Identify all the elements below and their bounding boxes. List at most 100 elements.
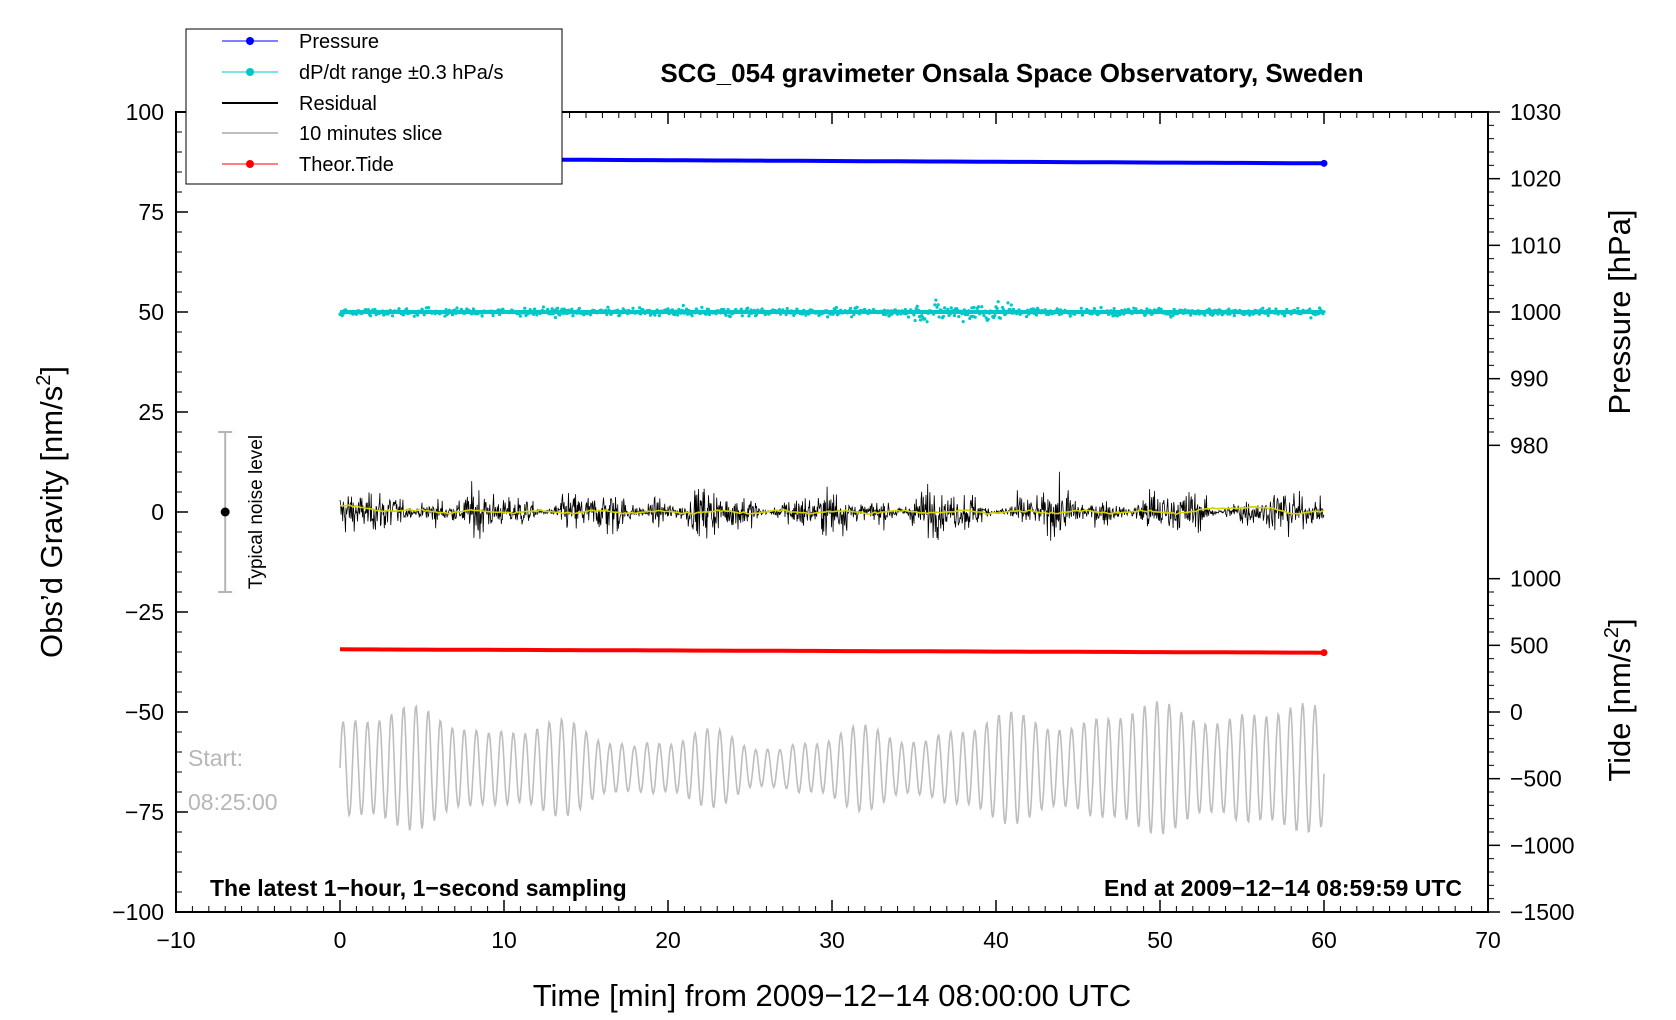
dpdt-point [1216,312,1220,316]
y-axis-pressure-title: Pressure [hPa] [1602,209,1637,414]
dpdt-point [618,313,622,317]
legend-marker-pressure [246,37,254,45]
dpdt-point [1005,310,1009,314]
pressure-end-marker [1320,159,1328,167]
dpdt-point [541,305,546,309]
dpdt-point [776,310,781,314]
dpdt-point [1248,313,1252,317]
dpdt-point [1218,308,1222,312]
dpdt-point [800,312,805,316]
dpdt-point [1109,309,1113,313]
dpdt-point [1017,308,1021,312]
dpdt-point [1261,306,1265,310]
x-tick-label: 30 [819,927,845,953]
dpdt-point [728,315,732,319]
y-left-tick-label: 50 [138,299,164,325]
dpdt-point [1194,312,1198,316]
dpdt-point [1058,308,1063,312]
dpdt-point [606,305,610,309]
dpdt-point [1122,312,1126,316]
dpdt-point [364,308,368,312]
legend-label-dpdt: dP/dt range ±0.3 hPa/s [299,62,503,84]
slice-line [339,701,1325,835]
dpdt-point [1296,306,1300,310]
dpdt-point [604,308,608,312]
dpdt-point [744,309,748,313]
dpdt-point [1307,310,1311,315]
legend-entry-slice: 10 minutes slice [222,123,442,145]
dpdt-point [422,313,426,317]
dpdt-point [1043,308,1047,312]
dpdt-point [760,307,764,311]
dpdt-point [676,313,680,317]
dpdt-point [903,307,907,312]
x-tick-label: −10 [156,927,195,953]
dpdt-point [937,315,941,319]
y-pressure-tick-label: 990 [1510,366,1548,392]
dpdt-point [916,308,921,312]
dpdt-point [956,308,960,312]
y-pressure-tick-label: 1020 [1510,166,1561,192]
dpdt-point [714,312,718,316]
dpdt-point [793,312,797,316]
dpdt-point [553,315,558,320]
dpdt-point [451,313,455,317]
dpdt-point [1119,312,1123,316]
dpdt-point [762,309,766,313]
dpdt-point [653,313,657,317]
dpdt-point [995,306,999,311]
legend-entry-pressure: Pressure [222,31,379,53]
dpdt-point [960,312,964,316]
dpdt-point [570,307,574,311]
sampling-note: The latest 1−hour, 1−second sampling [210,875,627,901]
dpdt-point [1116,310,1121,314]
dpdt-point [1112,307,1116,311]
x-tick-label: 60 [1311,927,1337,953]
legend-entry-dpdt: dP/dt range ±0.3 hPa/s [222,62,503,84]
tide-line [339,647,1325,655]
dpdt-point [1266,313,1270,318]
residual-line [339,471,1325,541]
dpdt-point [913,318,917,323]
dpdt-point [412,314,416,318]
dpdt-point [1092,307,1096,311]
dpdt-point [1049,309,1053,313]
dpdt-point [687,308,691,313]
dpdt-point [1203,313,1207,317]
dpdt-point [390,314,395,318]
dpdt-point [1098,311,1102,315]
dpdt-point [980,305,984,309]
dpdt-point [694,307,699,311]
y-left-tick-label: −75 [125,799,164,825]
dpdt-point [972,305,976,310]
dpdt-point [899,312,903,316]
dpdt-point [639,312,643,316]
tide-end-marker [1320,649,1328,657]
y-left-tick-label: 100 [126,99,164,125]
dpdt-point [1144,312,1148,316]
dpdt-point [726,307,730,312]
dpdt-point [1078,310,1082,314]
dpdt-point [1002,308,1006,312]
dpdt-point [1091,311,1095,315]
dpdt-point [631,306,635,310]
dpdt-point [1274,307,1278,311]
dpdt-point [670,308,675,312]
dpdt-point [752,308,757,312]
dpdt-point [1189,313,1193,317]
y-left-tick-label: 75 [138,199,164,225]
dpdt-point [831,312,835,316]
x-tick-label: 50 [1147,927,1173,953]
dpdt-point [943,306,947,310]
dpdt-point [941,314,946,318]
dpdt-point [533,307,537,311]
dpdt-point [807,312,811,316]
dpdt-point [959,309,963,313]
dpdt-point [667,312,671,316]
dpdt-point [558,313,562,317]
dpdt-point [1309,316,1313,320]
dpdt-point [833,308,837,312]
dpdt-point [1079,306,1083,310]
dpdt-point [706,307,711,312]
dpdt-point [648,313,653,317]
